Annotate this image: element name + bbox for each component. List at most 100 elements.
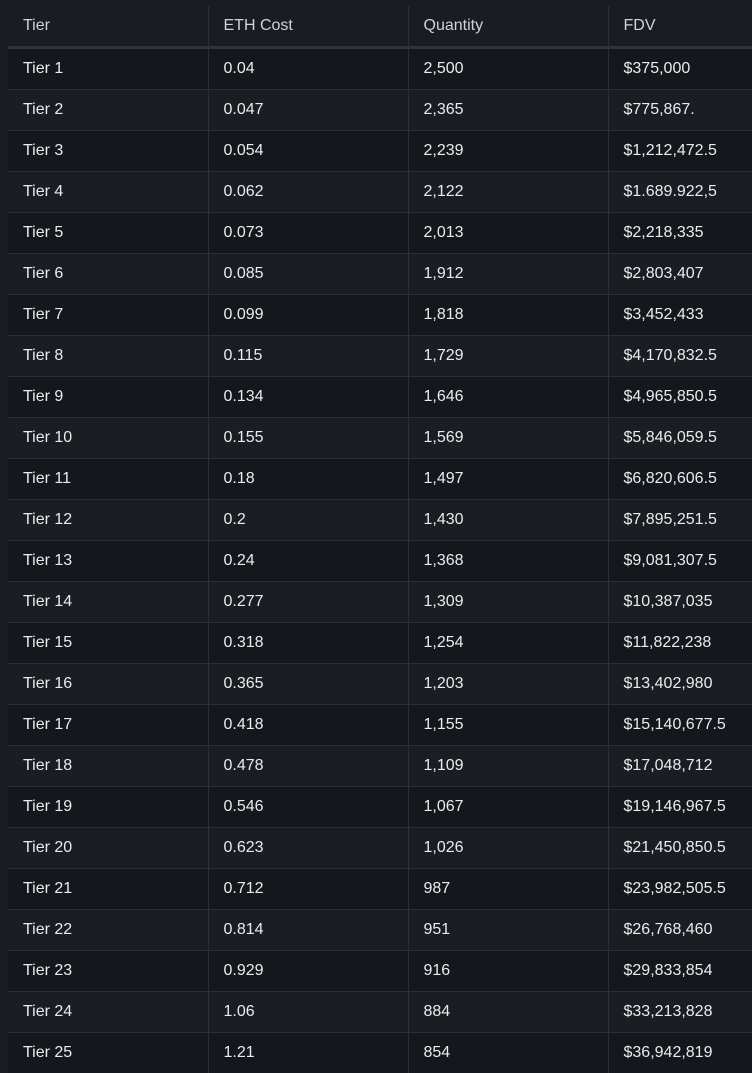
tier-cell: Tier 8 [8, 336, 208, 377]
tier-cell: Tier 11 [8, 459, 208, 500]
eth-cost-cell: 1.21 [208, 1033, 408, 1073]
tier-cell: Tier 2 [8, 90, 208, 131]
eth-cost-cell: 1.06 [208, 992, 408, 1033]
quantity-cell: 1,067 [408, 787, 608, 828]
fdv-cell: $1,212,472.5 [608, 131, 752, 172]
eth-cost-cell: 0.115 [208, 336, 408, 377]
tier-cell: Tier 9 [8, 377, 208, 418]
fdv-cell: $13,402,980 [608, 664, 752, 705]
tier-cell: Tier 1 [8, 48, 208, 90]
eth-cost-cell: 0.073 [208, 213, 408, 254]
fdv-cell: $15,140,677.5 [608, 705, 752, 746]
quantity-cell: 2,365 [408, 90, 608, 131]
fdv-cell: $9,081,307.5 [608, 541, 752, 582]
quantity-cell: 1,026 [408, 828, 608, 869]
tier-cell: Tier 15 [8, 623, 208, 664]
quantity-cell: 1,497 [408, 459, 608, 500]
tier-cell: Tier 22 [8, 910, 208, 951]
tier-cell: Tier 12 [8, 500, 208, 541]
header-tier: Tier [8, 6, 208, 48]
eth-cost-cell: 0.18 [208, 459, 408, 500]
fdv-cell: $21,450,850.5 [608, 828, 752, 869]
eth-cost-cell: 0.623 [208, 828, 408, 869]
fdv-cell: $2,803,407 [608, 254, 752, 295]
quantity-cell: 1,646 [408, 377, 608, 418]
fdv-cell: $29,833,854 [608, 951, 752, 992]
quantity-cell: 1,109 [408, 746, 608, 787]
quantity-cell: 1,155 [408, 705, 608, 746]
tier-cell: Tier 20 [8, 828, 208, 869]
tier-cell: Tier 21 [8, 869, 208, 910]
eth-cost-cell: 0.277 [208, 582, 408, 623]
fdv-cell: $375,000 [608, 48, 752, 90]
quantity-cell: 1,368 [408, 541, 608, 582]
tier-cell: Tier 5 [8, 213, 208, 254]
fdv-cell: $1.689.922,5 [608, 172, 752, 213]
fdv-cell: $6,820,606.5 [608, 459, 752, 500]
tier-cell: Tier 19 [8, 787, 208, 828]
quantity-cell: 1,430 [408, 500, 608, 541]
quantity-cell: 951 [408, 910, 608, 951]
quantity-cell: 1,309 [408, 582, 608, 623]
eth-cost-cell: 0.155 [208, 418, 408, 459]
eth-cost-cell: 0.712 [208, 869, 408, 910]
fdv-cell: $19,146,967.5 [608, 787, 752, 828]
fdv-cell: $10,387,035 [608, 582, 752, 623]
fdv-cell: $3,452,433 [608, 295, 752, 336]
eth-cost-cell: 0.047 [208, 90, 408, 131]
fdv-cell: $23,982,505.5 [608, 869, 752, 910]
tier-cell: Tier 25 [8, 1033, 208, 1073]
eth-cost-cell: 0.24 [208, 541, 408, 582]
quantity-cell: 1,203 [408, 664, 608, 705]
eth-cost-cell: 0.478 [208, 746, 408, 787]
eth-cost-cell: 0.085 [208, 254, 408, 295]
fdv-cell: $5,846,059.5 [608, 418, 752, 459]
tier-cell: Tier 3 [8, 131, 208, 172]
tier-cell: Tier 10 [8, 418, 208, 459]
fdv-cell: $33,213,828 [608, 992, 752, 1033]
fdv-cell: $36,942,819 [608, 1033, 752, 1073]
quantity-cell: 854 [408, 1033, 608, 1073]
quantity-cell: 916 [408, 951, 608, 992]
header-fdv: FDV [608, 6, 752, 48]
quantity-cell: 1,912 [408, 254, 608, 295]
tier-cell: Tier 23 [8, 951, 208, 992]
tier-cell: Tier 24 [8, 992, 208, 1033]
eth-cost-cell: 0.054 [208, 131, 408, 172]
tier-cell: Tier 4 [8, 172, 208, 213]
tier-cell: Tier 14 [8, 582, 208, 623]
eth-cost-cell: 0.546 [208, 787, 408, 828]
eth-cost-cell: 0.814 [208, 910, 408, 951]
tier-cell: Tier 16 [8, 664, 208, 705]
quantity-cell: 2,500 [408, 48, 608, 90]
header-row: Tier ETH Cost Quantity FDV [8, 6, 752, 48]
eth-cost-cell: 0.929 [208, 951, 408, 992]
fdv-cell: $11,822,238 [608, 623, 752, 664]
tier-cell: Tier 17 [8, 705, 208, 746]
fdv-cell: $4,965,850.5 [608, 377, 752, 418]
fdv-cell: $26,768,460 [608, 910, 752, 951]
fdv-cell: $775,867. [608, 90, 752, 131]
quantity-cell: 987 [408, 869, 608, 910]
quantity-cell: 884 [408, 992, 608, 1033]
header-eth-cost: ETH Cost [208, 6, 408, 48]
